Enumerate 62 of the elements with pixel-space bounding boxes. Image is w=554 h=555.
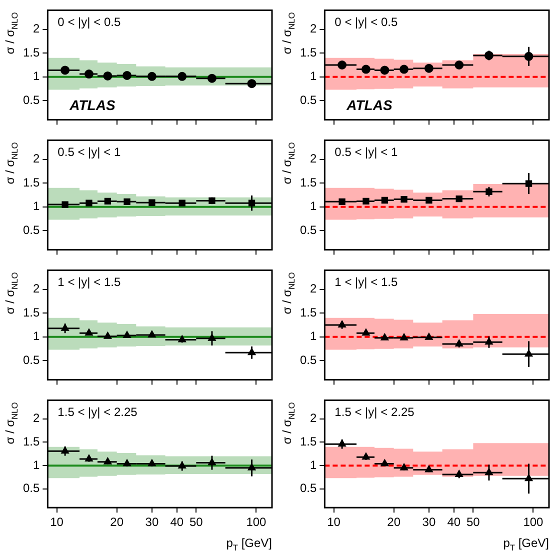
x-tick-label: 50 xyxy=(466,515,480,530)
y-tick-label: 2 xyxy=(32,152,40,166)
y-tick-label: 2 xyxy=(310,411,317,426)
y-tick-label: 2 xyxy=(32,22,40,36)
y-tick-label: 0.5 xyxy=(300,93,317,108)
y-tick-label: 2 xyxy=(32,411,40,426)
chart-title: 0 < |y| < 0.5 xyxy=(58,15,121,30)
y-tick-label: 1.5 xyxy=(300,175,317,190)
y-tick-label: 1 xyxy=(310,329,317,344)
y-axis-title: σ / σNLO xyxy=(3,142,20,184)
y-axis-title: σ / σNLO xyxy=(3,402,20,444)
y-tick-label: 1.5 xyxy=(300,45,317,60)
y-tick-label: 0.5 xyxy=(22,93,40,108)
y-tick-label: 1 xyxy=(32,69,40,84)
x-tick-label: 30 xyxy=(422,515,436,530)
x-tick-label: 100 xyxy=(523,515,544,530)
y-tick-label: 0.5 xyxy=(22,353,40,368)
chart-title: 0.5 < |y| < 1 xyxy=(58,145,121,160)
x-tick-label: 10 xyxy=(50,515,64,530)
chart-title: 0.5 < |y| < 1 xyxy=(334,145,398,160)
x-tick-label: 100 xyxy=(246,515,267,530)
y-tick-label: 0.5 xyxy=(300,481,317,496)
y-tick-label: 2 xyxy=(32,282,40,296)
annotation: ATLAS xyxy=(346,96,393,113)
chart-title: 1 < |y| < 1.5 xyxy=(334,275,398,290)
y-tick-label: 1.5 xyxy=(22,45,40,60)
y-axis-title: σ / σNLO xyxy=(280,142,297,184)
y-tick-label: 1 xyxy=(310,69,317,84)
chart-title: 1.5 < |y| < 2.25 xyxy=(58,405,138,420)
y-tick-label: 1.5 xyxy=(22,305,40,320)
x-tick-label: 10 xyxy=(327,515,341,530)
y-tick-label: 2 xyxy=(310,22,317,36)
x-tick-label: 30 xyxy=(145,515,159,530)
chart-title: 0 < |y| < 0.5 xyxy=(334,15,398,30)
y-tick-label: 1.5 xyxy=(22,434,40,449)
y-tick-label: 0.5 xyxy=(22,481,40,496)
x-tick-label: 20 xyxy=(110,515,124,530)
x-tick-label: 40 xyxy=(170,515,184,530)
y-tick-label: 1 xyxy=(32,329,40,344)
x-tick-label: 50 xyxy=(190,515,204,530)
y-tick-label: 1 xyxy=(310,199,317,214)
x-tick-label: 20 xyxy=(387,515,401,530)
y-axis-title: σ / σNLO xyxy=(280,272,297,314)
y-tick-label: 2 xyxy=(310,282,317,296)
y-tick-label: 1 xyxy=(32,458,40,472)
y-tick-label: 1 xyxy=(32,199,40,214)
y-tick-label: 0.5 xyxy=(300,223,317,238)
y-tick-label: 1.5 xyxy=(300,434,317,449)
y-tick-label: 1.5 xyxy=(22,175,40,190)
x-tick-label: 40 xyxy=(447,515,461,530)
chart-title: 1 < |y| < 1.5 xyxy=(58,275,121,290)
y-tick-label: 0.5 xyxy=(22,223,40,238)
y-tick-label: 0.5 xyxy=(300,353,317,368)
chart-title: 1.5 < |y| < 2.25 xyxy=(334,405,415,420)
y-axis-title: σ / σNLO xyxy=(3,12,20,54)
y-tick-label: 1 xyxy=(310,458,317,472)
y-tick-label: 2 xyxy=(310,152,317,166)
y-axis-title: σ / σNLO xyxy=(3,272,20,314)
annotation: ATLAS xyxy=(68,96,116,113)
y-axis-title: σ / σNLO xyxy=(280,12,297,54)
y-axis-title: σ / σNLO xyxy=(280,402,297,444)
y-tick-label: 1.5 xyxy=(300,305,317,320)
